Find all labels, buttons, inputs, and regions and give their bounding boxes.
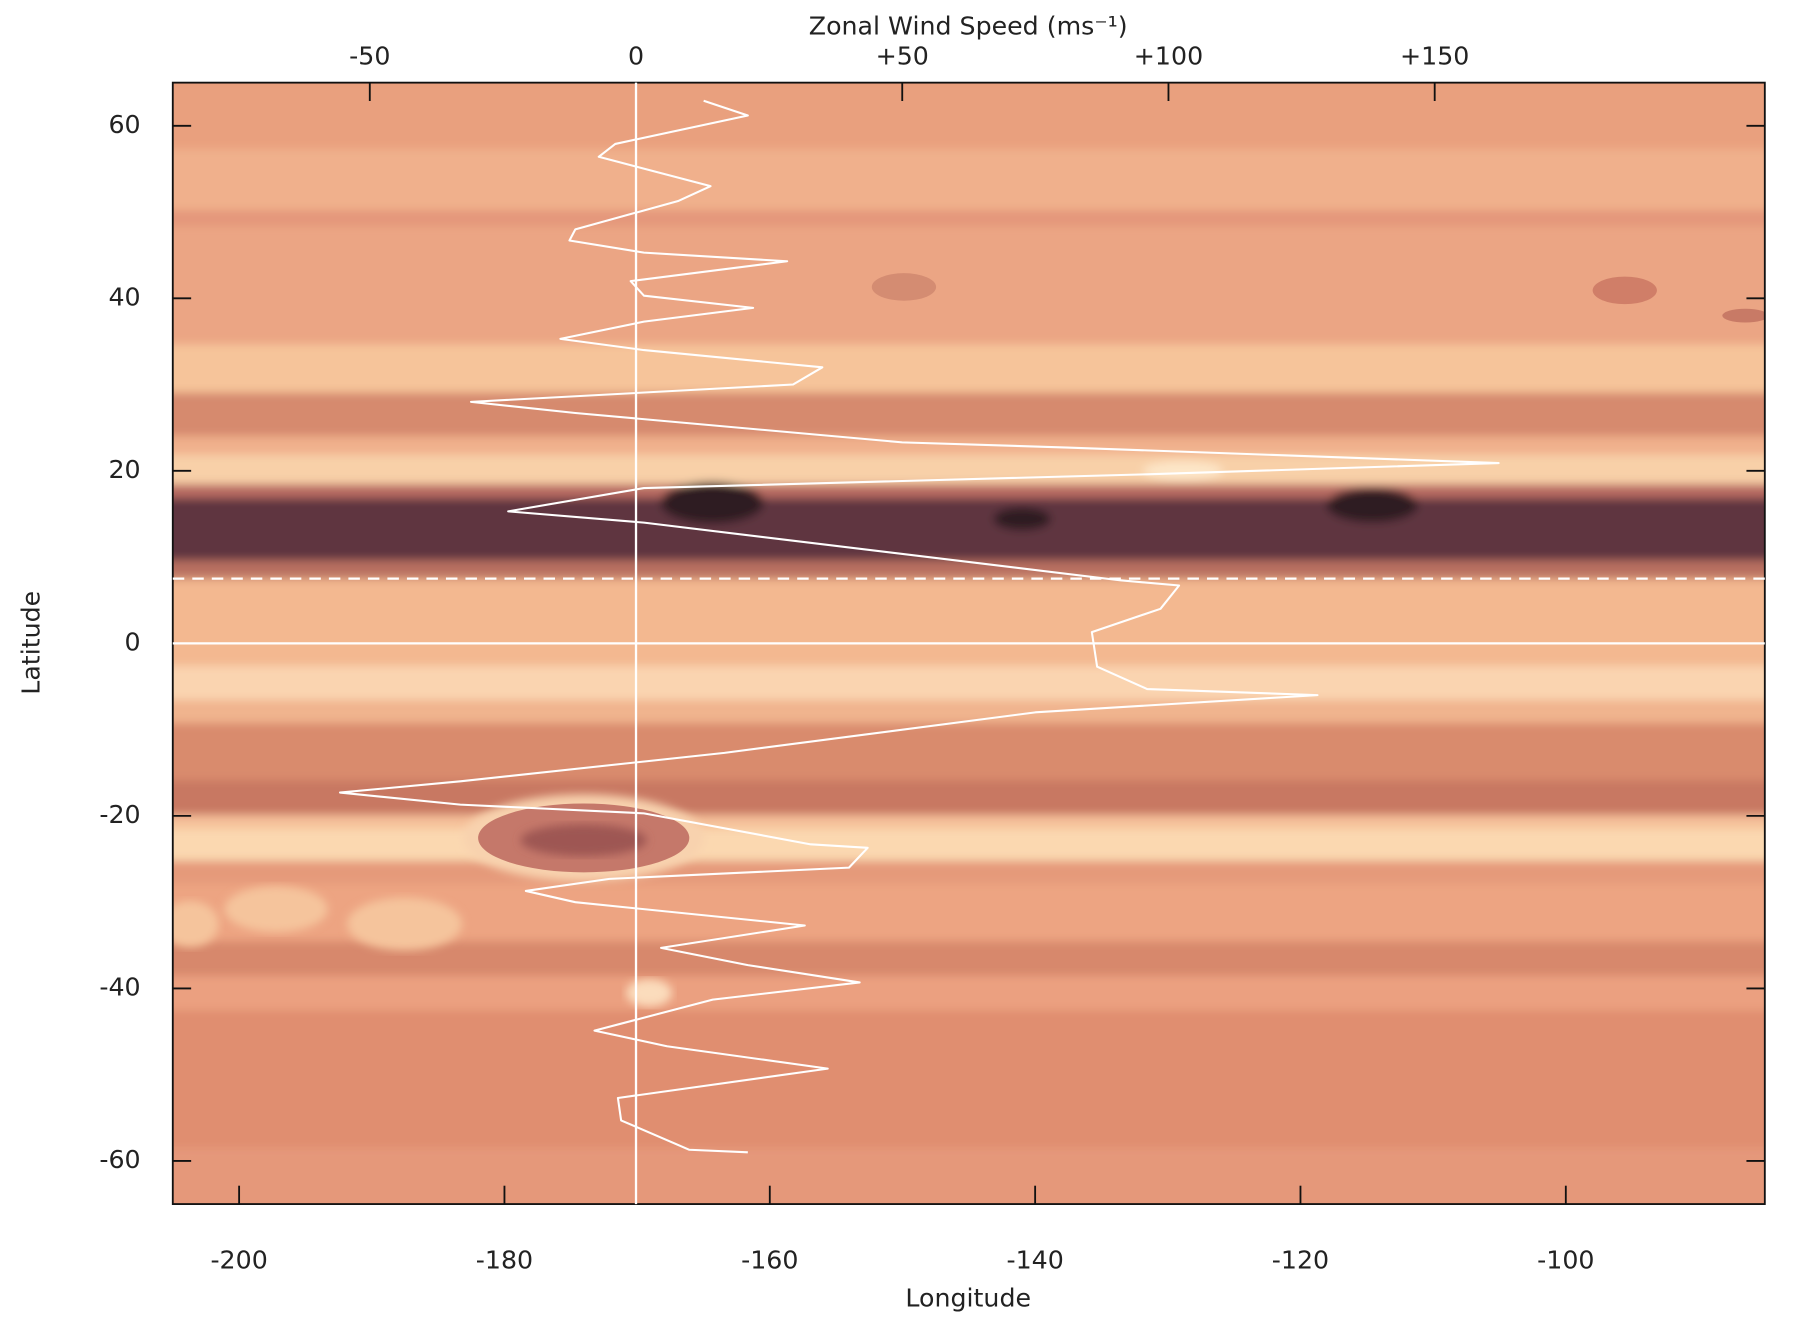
planet-map — [161, 83, 1779, 1217]
x-tick-label: -140 — [1006, 1245, 1063, 1274]
page: Longitude Zonal Wind Speed (ms⁻¹) Latitu… — [0, 0, 1801, 1320]
y-axis-label: Latitude — [17, 591, 46, 695]
x2-tick-label: +100 — [1134, 41, 1203, 70]
x-axis-label: Longitude — [905, 1283, 1031, 1312]
x-tick-label: -100 — [1537, 1245, 1594, 1274]
x2-axis-label: Zonal Wind Speed (ms⁻¹) — [809, 12, 1128, 41]
x2-tick-label: 0 — [628, 41, 644, 70]
y-tick-label: -40 — [99, 972, 140, 1001]
y-tick-label: -60 — [99, 1145, 140, 1174]
y-tick-label: 40 — [108, 282, 140, 311]
x2-tick-label: +50 — [876, 41, 929, 70]
y-tick-label: 20 — [108, 455, 140, 484]
x-tick-label: -200 — [210, 1245, 267, 1274]
x-tick-label: -180 — [476, 1245, 533, 1274]
x-tick-label: -120 — [1272, 1245, 1329, 1274]
y-tick-label: -20 — [99, 800, 140, 829]
y-tick-label: 0 — [125, 627, 141, 656]
x2-tick-label: -50 — [349, 41, 390, 70]
x2-tick-label: +150 — [1400, 41, 1469, 70]
chart: Longitude Zonal Wind Speed (ms⁻¹) Latitu… — [0, 0, 1801, 1320]
y-tick-label: 60 — [108, 110, 140, 139]
x-tick-label: -160 — [741, 1245, 798, 1274]
